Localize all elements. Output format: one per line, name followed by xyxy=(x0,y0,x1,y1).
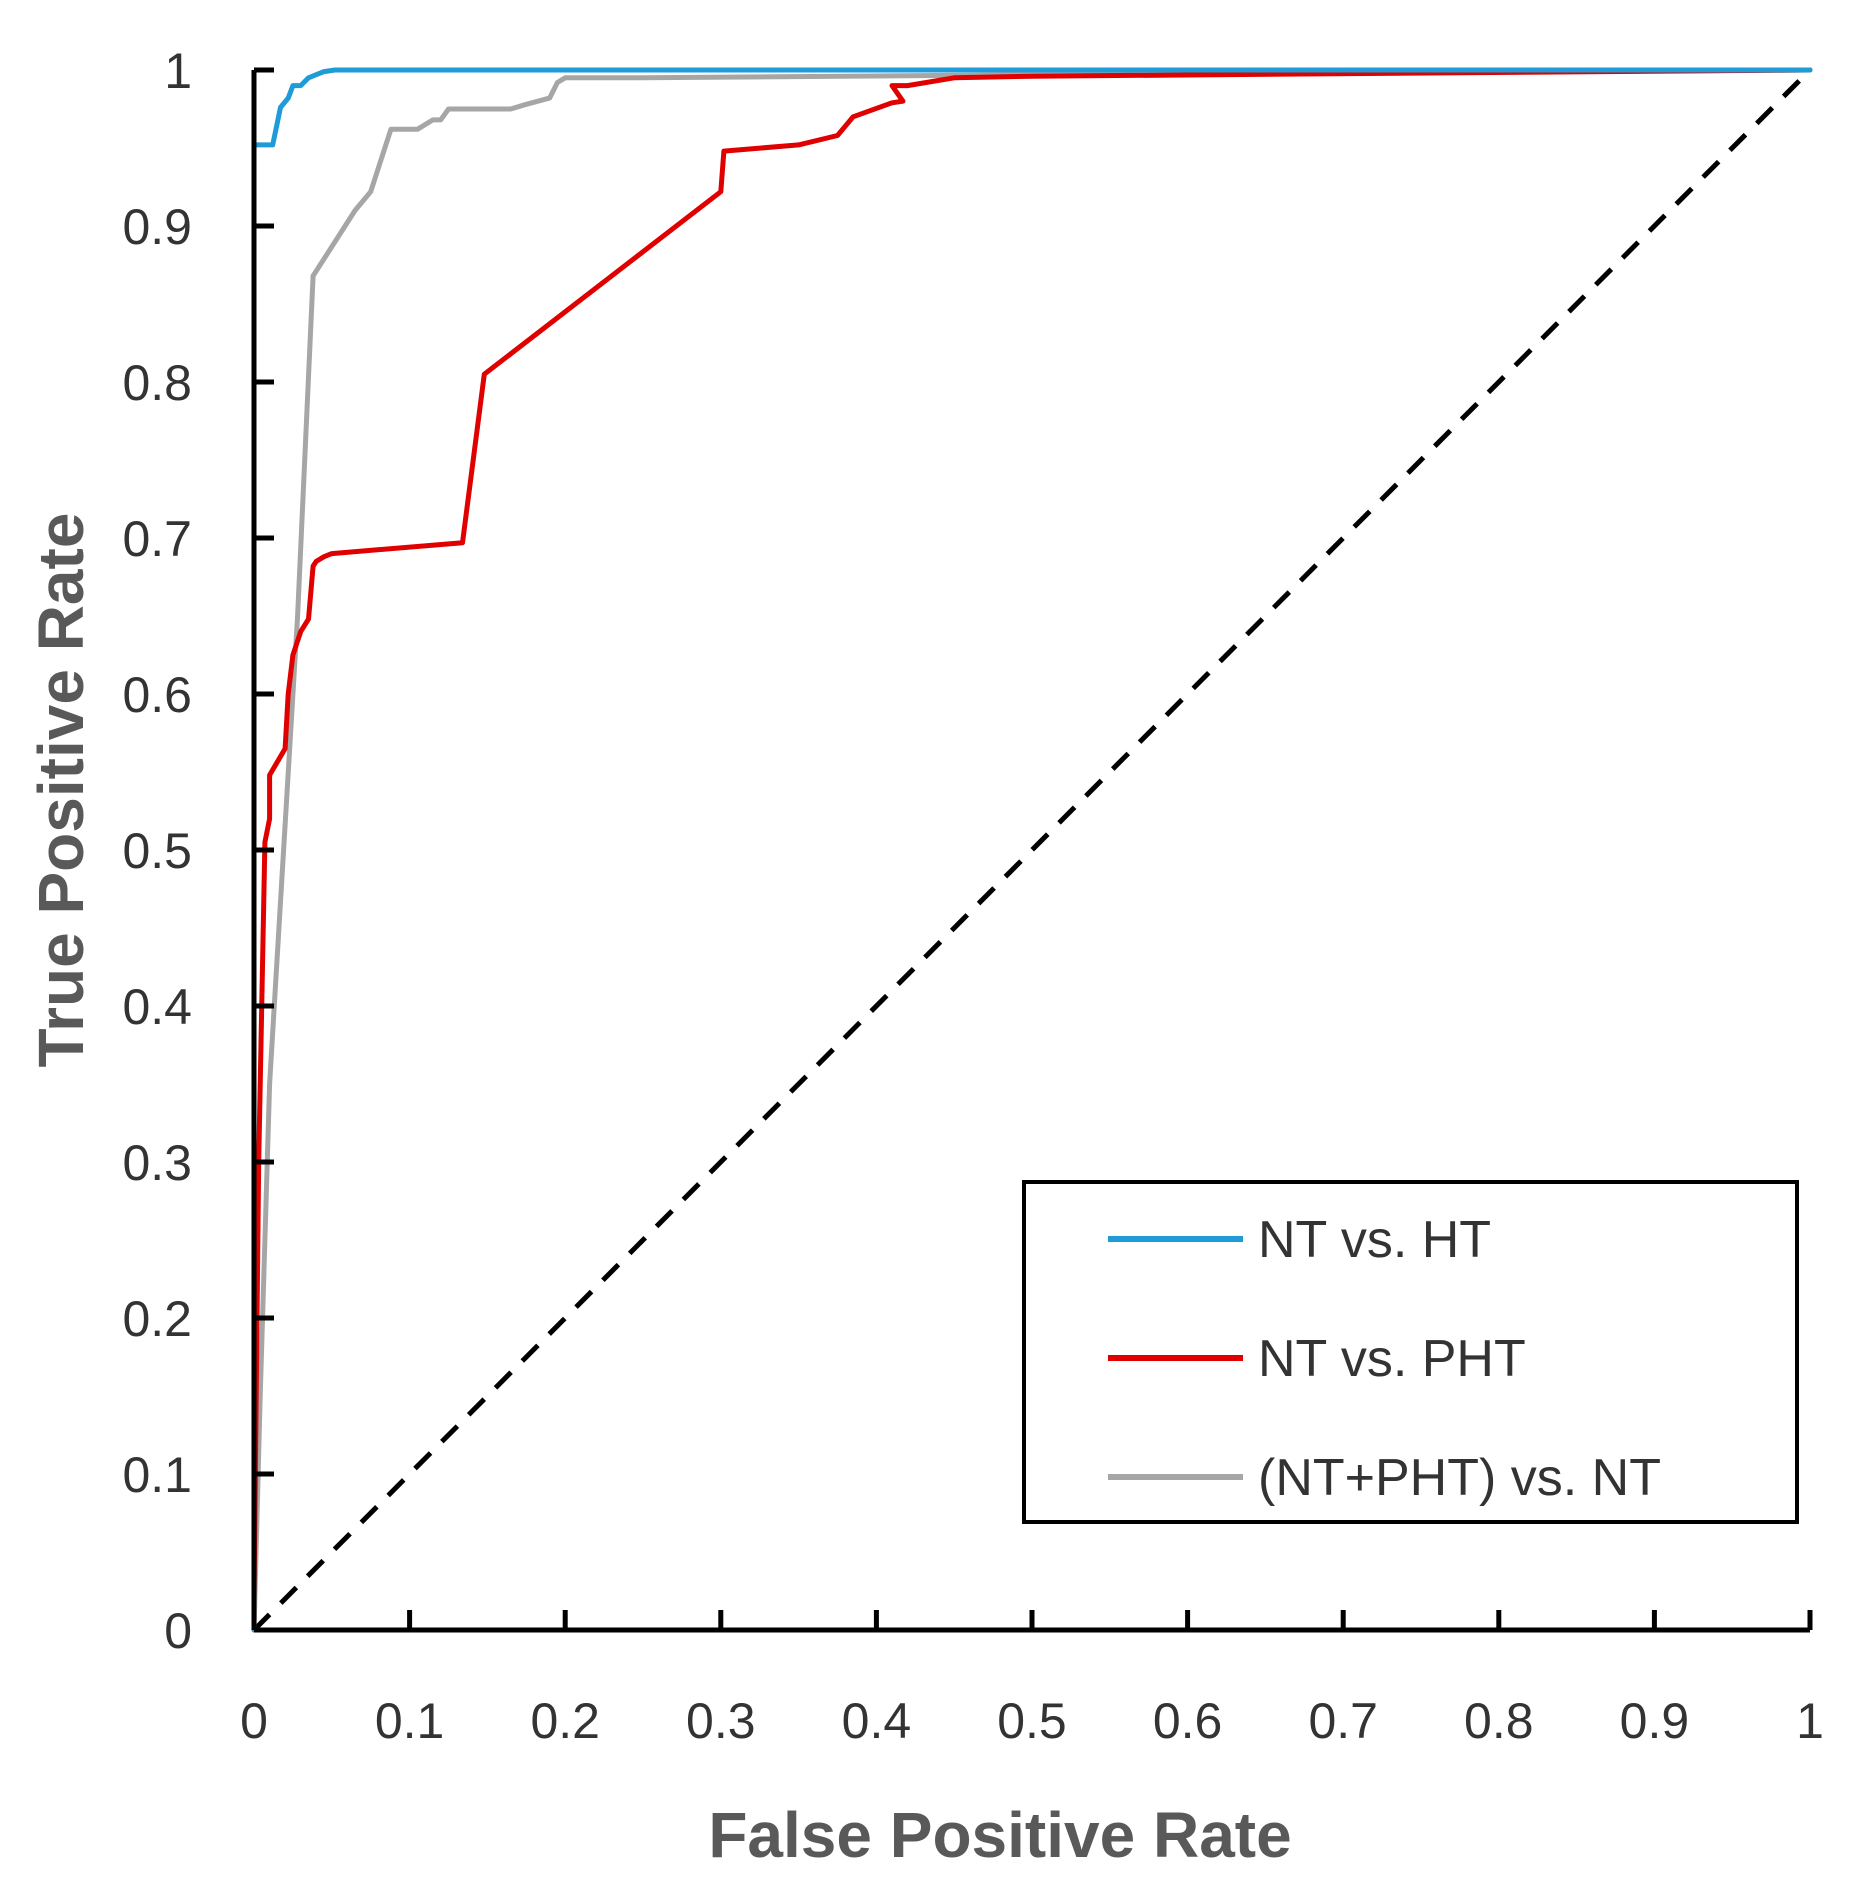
y-tick-label: 0.9 xyxy=(122,199,192,255)
x-tick-label: 0.5 xyxy=(997,1693,1067,1749)
y-tick-label: 0.1 xyxy=(122,1447,192,1503)
series-line-nt-vs-pht xyxy=(251,67,1813,1602)
x-tick-label: 0.3 xyxy=(686,1693,756,1749)
y-tick-label: 0.2 xyxy=(122,1291,192,1347)
x-axis-title: False Positive Rate xyxy=(708,1799,1291,1871)
legend: NT vs. HT NT vs. PHT (NT+PHT) vs. NT xyxy=(1022,1180,1799,1524)
legend-label-ntpht-vs-nt: (NT+PHT) vs. NT xyxy=(1258,1449,1661,1507)
y-tick-label: 0.7 xyxy=(122,511,192,567)
x-tick-label: 1 xyxy=(1796,1693,1824,1749)
y-axis-title: True Positive Rate xyxy=(25,513,97,1068)
y-tick-label: 0.8 xyxy=(122,355,192,411)
legend-label-nt-vs-pht: NT vs. PHT xyxy=(1258,1330,1526,1388)
x-tick-label: 0.1 xyxy=(375,1693,445,1749)
x-tick-label: 0.6 xyxy=(1153,1693,1223,1749)
y-tick-label: 0.5 xyxy=(122,823,192,879)
y-tick-label: 0.3 xyxy=(122,1135,192,1191)
legend-label-nt-vs-ht: NT vs. HT xyxy=(1258,1211,1491,1269)
x-tick-label: 0.9 xyxy=(1620,1693,1690,1749)
axes: 0 0.1 0.2 0.3 0.4 0.5 0.6 0.7 0.8 0.9 1 0 0.1 0.2 0.3 0… xyxy=(122,43,1823,1749)
x-tick-label: 0.8 xyxy=(1464,1693,1534,1749)
y-tick-label: 0 xyxy=(164,1603,192,1659)
y-tick-label: 0.4 xyxy=(122,979,192,1035)
random-classifier-line xyxy=(252,68,1812,1632)
x-tick-label: 0 xyxy=(240,1693,268,1749)
plot-area xyxy=(251,67,1813,1633)
y-tick-label: 1 xyxy=(164,43,192,99)
x-tick-label: 0.4 xyxy=(842,1693,912,1749)
x-tick-label: 0.2 xyxy=(530,1693,600,1749)
x-tick-label: 0.7 xyxy=(1308,1693,1378,1749)
series-line-nt-vs-ht xyxy=(251,67,1813,1633)
series-line-nt-pht-vs-nt xyxy=(251,67,1813,1633)
y-tick-label: 0.6 xyxy=(122,667,192,723)
